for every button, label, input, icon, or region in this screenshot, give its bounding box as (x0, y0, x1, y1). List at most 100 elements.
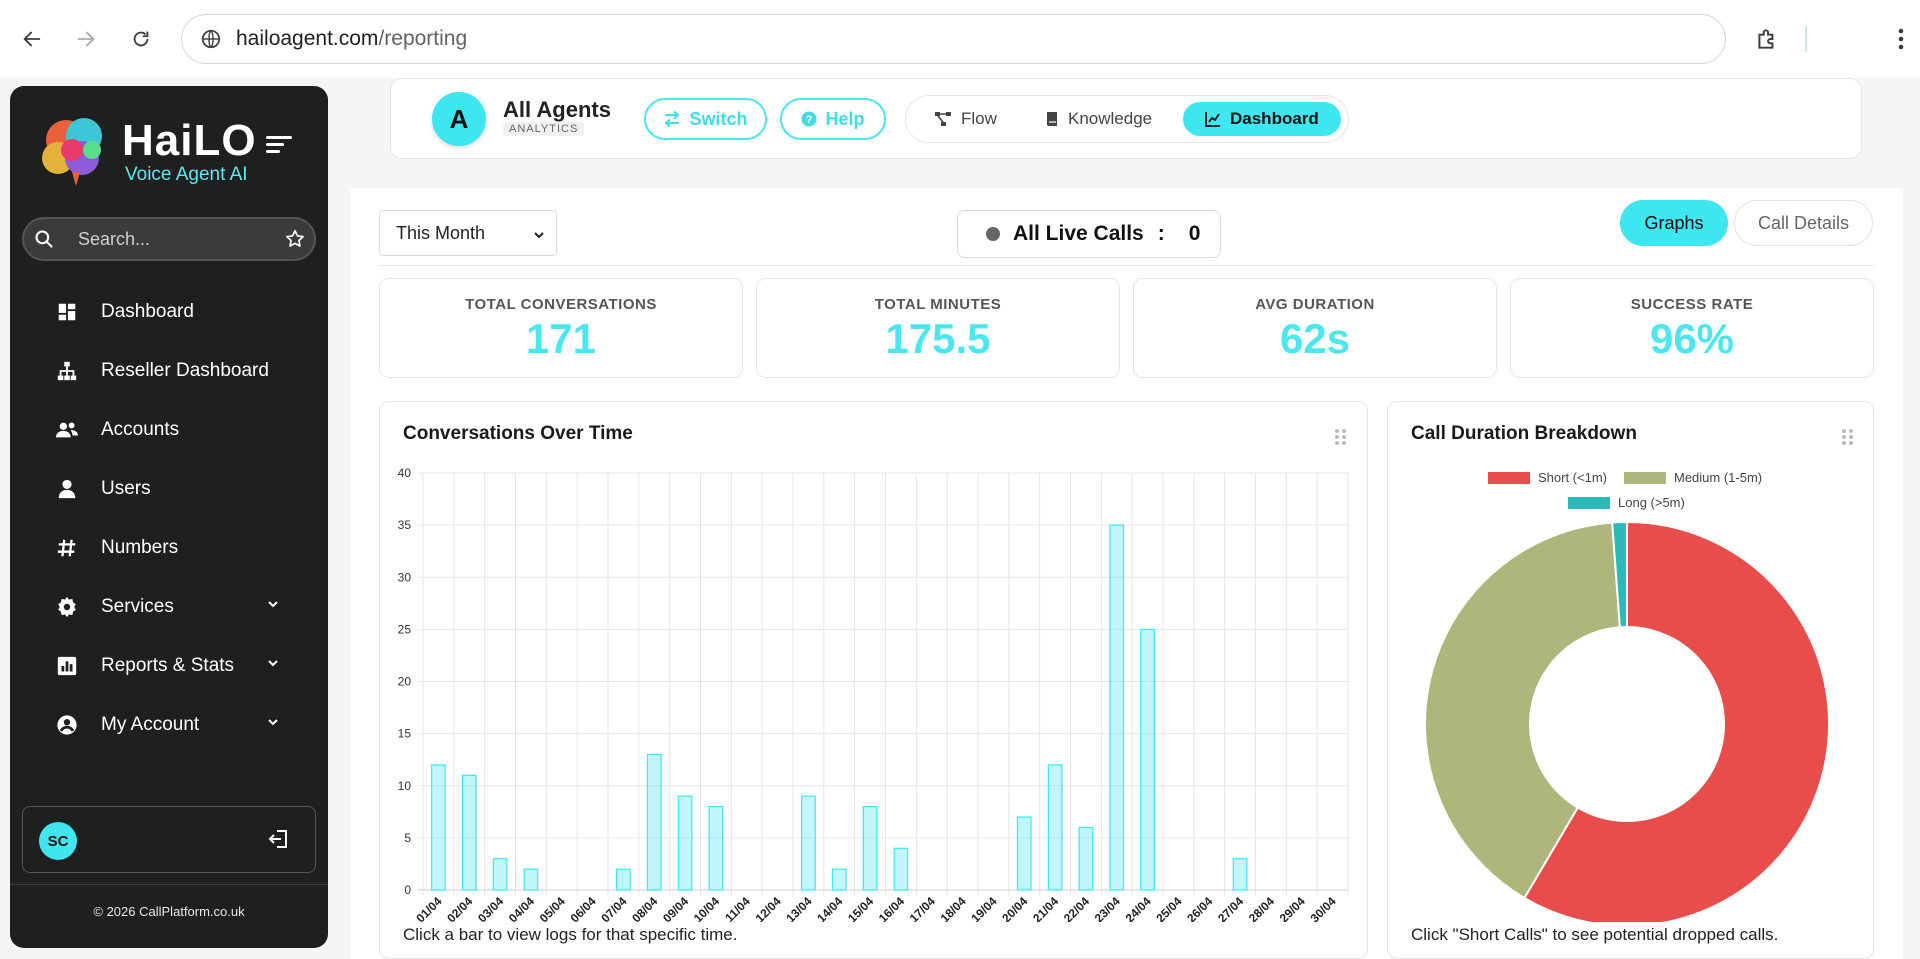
duration-chart-card: Call Duration Breakdown Short (<1m) Medi… (1387, 401, 1874, 959)
kpi-label: AVG DURATION (1255, 296, 1375, 313)
toolbar-divider (1805, 26, 1807, 52)
x-tick-label: 08/04 (629, 894, 660, 922)
legend-short[interactable]: Short (<1m) (1488, 470, 1607, 485)
sidebar-item-services[interactable]: Services (10, 577, 328, 636)
bar[interactable] (708, 806, 724, 891)
sidebar-search (22, 217, 316, 261)
sidebar-item-dashboard[interactable]: Dashboard (10, 282, 328, 341)
chart-grid (418, 472, 1349, 895)
address-bar[interactable]: hailoagent.com/reporting (181, 14, 1726, 64)
donut-slice[interactable] (1423, 521, 1621, 900)
x-tick-label: 27/04 (1215, 894, 1246, 922)
sidebar-nav: Dashboard Reseller Dashboard Accounts Us… (10, 282, 328, 754)
account-circle-icon (55, 713, 79, 737)
sidebar-item-label: Numbers (101, 536, 179, 558)
legend-long[interactable]: Long (>5m) (1568, 495, 1685, 510)
chart-hint: Click "Short Calls" to see potential dro… (1411, 925, 1779, 944)
x-tick-label: 10/04 (691, 894, 722, 922)
site-info-icon[interactable] (196, 28, 226, 50)
sidebar-item-users[interactable]: Users (10, 459, 328, 518)
tab-dashboard[interactable]: Dashboard (1183, 102, 1341, 136)
date-range-value: This Month (396, 222, 486, 243)
x-tick-label: 28/04 (1246, 894, 1277, 922)
switch-button[interactable]: Switch (644, 98, 767, 140)
tab-call-details[interactable]: Call Details (1734, 200, 1873, 246)
legend-label: Long (>5m) (1618, 495, 1685, 510)
kpi-total-minutes: TOTAL MINUTES 175.5 (756, 278, 1120, 378)
bar[interactable] (1078, 826, 1094, 891)
bar[interactable] (862, 806, 878, 891)
line-chart-icon (1205, 111, 1221, 127)
logout-icon[interactable] (267, 827, 293, 853)
sidebar-item-my-account[interactable]: My Account (10, 695, 328, 754)
conversations-bar-chart: 0 5 10 15 20 25 30 35 40 01/04 02/04 03/04 04/04 05/0… (398, 466, 1349, 922)
reporting-panel: This Month All Live Calls : 0 Graphs Cal… (351, 188, 1903, 959)
card-title: Conversations Over Time (403, 423, 633, 444)
reload-icon[interactable] (124, 22, 158, 56)
date-range-select[interactable]: This Month (379, 210, 557, 256)
bar[interactable] (492, 858, 508, 891)
svg-text:?: ? (806, 114, 813, 126)
search-icon (32, 227, 56, 251)
bar[interactable] (677, 795, 693, 891)
bar[interactable] (646, 753, 662, 891)
legend-medium[interactable]: Medium (1-5m) (1624, 470, 1762, 485)
kpi-avg-duration: AVG DURATION 62s (1133, 278, 1497, 378)
bar[interactable] (1047, 764, 1063, 891)
donut-slice[interactable] (1611, 520, 1628, 629)
bar[interactable] (461, 774, 477, 891)
bar[interactable] (801, 795, 816, 891)
x-tick-label: 17/04 (907, 894, 938, 922)
sidebar-item-reports-stats[interactable]: Reports & Stats (10, 636, 328, 695)
drag-handle-icon[interactable] (1841, 428, 1855, 446)
agent-subtitle: ANALYTICS (503, 122, 585, 136)
chevron-down-icon (266, 656, 280, 670)
tab-flow[interactable]: Flow (934, 102, 997, 136)
donut-slice[interactable] (1523, 520, 1830, 922)
help-button[interactable]: ? Help (780, 98, 886, 140)
extensions-icon[interactable] (1750, 22, 1784, 56)
sidebar-item-reseller-dashboard[interactable]: Reseller Dashboard (10, 341, 328, 400)
legend-swatch (1568, 496, 1610, 509)
chevron-down-icon (266, 715, 280, 729)
switch-label: Switch (689, 108, 748, 129)
back-icon[interactable] (15, 22, 49, 56)
hash-icon (55, 536, 79, 560)
live-calls-separator: : (1157, 222, 1165, 245)
y-tick-label: 20 (398, 675, 412, 689)
tab-knowledge[interactable]: Knowledge (1045, 102, 1152, 136)
avatar[interactable]: SC (39, 822, 77, 860)
browser-menu-icon[interactable] (1884, 22, 1918, 56)
drag-handle-icon[interactable] (1334, 428, 1348, 446)
sidebar-item-label: My Account (101, 713, 200, 735)
bar[interactable] (431, 764, 446, 891)
chevron-down-icon (266, 597, 280, 611)
star-icon[interactable] (282, 226, 308, 252)
bar[interactable] (893, 847, 909, 891)
bar[interactable] (523, 868, 539, 891)
conversations-chart-card: Conversations Over Time 0 5 10 15 20 25 30 35 40… (379, 401, 1368, 959)
tab-graphs[interactable]: Graphs (1620, 200, 1728, 246)
x-tick-label: 19/04 (968, 894, 999, 922)
live-calls-label: All Live Calls (1013, 222, 1144, 245)
bar[interactable] (616, 868, 631, 891)
brand-name: HaiLO (122, 116, 257, 165)
live-calls-indicator: All Live Calls : 0 (957, 210, 1221, 258)
bar[interactable] (1109, 524, 1125, 891)
x-tick-label: 14/04 (814, 894, 845, 922)
bar[interactable] (831, 868, 847, 891)
bar[interactable] (1232, 858, 1248, 891)
sidebar-item-accounts[interactable]: Accounts (10, 400, 328, 459)
sidebar-item-numbers[interactable]: Numbers (10, 518, 328, 577)
kpi-label: TOTAL CONVERSATIONS (465, 296, 657, 313)
x-tick-label: 22/04 (1061, 894, 1092, 922)
menu-toggle-icon[interactable] (266, 136, 292, 158)
bar[interactable] (1140, 628, 1155, 891)
bar[interactable] (1016, 816, 1032, 891)
x-tick-label: 23/04 (1092, 894, 1123, 922)
search-input[interactable] (78, 228, 268, 250)
x-tick-label: 16/04 (876, 894, 907, 922)
kpi-success-rate: SUCCESS RATE 96% (1510, 278, 1874, 378)
forward-icon[interactable] (69, 22, 103, 56)
kpi-label: TOTAL MINUTES (874, 296, 1002, 313)
